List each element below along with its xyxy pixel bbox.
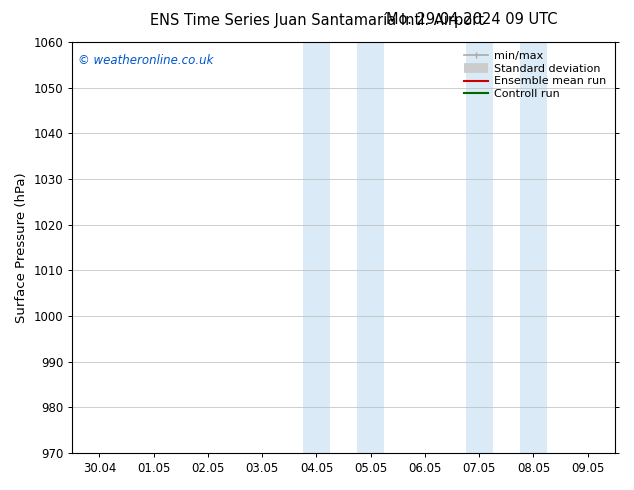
Legend: min/max, Standard deviation, Ensemble mean run, Controll run: min/max, Standard deviation, Ensemble me… xyxy=(460,48,609,102)
Bar xyxy=(303,42,330,453)
Text: Mo. 29.04.2024 09 UTC: Mo. 29.04.2024 09 UTC xyxy=(386,12,558,27)
Text: ENS Time Series Juan Santamaría Intl. Airport: ENS Time Series Juan Santamaría Intl. Ai… xyxy=(150,12,484,28)
Text: © weatheronline.co.uk: © weatheronline.co.uk xyxy=(78,54,213,68)
Y-axis label: Surface Pressure (hPa): Surface Pressure (hPa) xyxy=(15,172,28,323)
Bar xyxy=(520,42,547,453)
Bar xyxy=(357,42,384,453)
Bar xyxy=(465,42,493,453)
